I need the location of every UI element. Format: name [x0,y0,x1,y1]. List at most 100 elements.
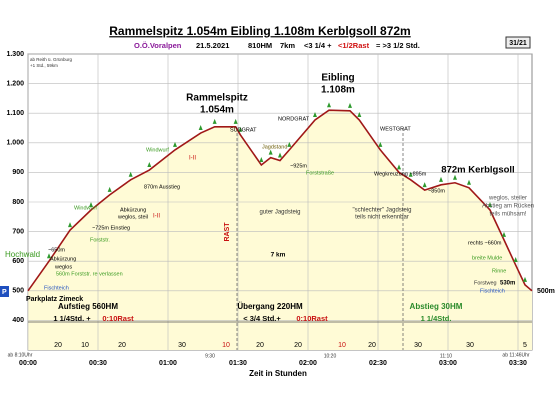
annotation: RAST [224,222,231,242]
annotation: 20 [368,342,376,349]
tree [173,141,177,147]
y-tick-label: 1.100 [6,110,24,117]
annotation: 1.054m [200,105,234,116]
y-tick-label: 900 [12,169,24,176]
tree [502,231,506,237]
y-tick-label: 1.300 [6,51,24,58]
annotation: ab 8:10Uhr [8,352,33,358]
annotation: ~925m [290,163,307,169]
annotation: WESTGRAT [380,126,411,132]
x-tick-label: 01:00 [159,360,177,367]
annotation: 10 [338,342,346,349]
annotation: Windwurf [74,205,97,211]
tree [107,186,112,192]
tree [327,102,331,108]
annotation: < 3/4 Std.+ [243,314,281,323]
annotation: ~725m Einstieg [92,225,130,231]
annotation: weglos [54,264,72,270]
annotation: Übergang 220HM [237,302,303,311]
annotation: ~650m [48,247,65,253]
chart-title: Rammelspitz 1.054m Eibling 1.108m Kerblg… [109,24,410,38]
profile-area [28,110,532,351]
annotation: ~850m [428,188,445,194]
annotation: "schlechter" Jagdsteig [353,208,412,214]
tree [453,174,457,180]
subtitle-part: <3 1/4 + [304,41,332,50]
annotation: weglos, steiler [488,196,527,202]
y-tick-label: 500 [12,288,24,295]
tree [348,102,352,108]
annotation: ab 11:46Uhr [502,352,529,358]
annotation: 20 [256,342,264,349]
x-tick-label: 00:30 [89,360,107,367]
tree [439,176,443,182]
annotation: rechts ~660m [468,240,502,246]
annotation: 30 [178,342,186,349]
annotation: Abstieg am Rücken [482,204,534,210]
annotation: teils mühsam! [489,212,526,218]
y-tick-label: 1.200 [6,80,24,87]
annotation: 7 km [271,252,286,259]
annotation: I-II [153,214,160,220]
tree [357,112,362,118]
tree [378,141,383,147]
tree [147,162,152,168]
annotation: 0:10Rast [296,314,328,323]
annotation: SÜDGRAT [230,126,257,133]
annotation: 30 [466,342,474,349]
annotation: weglos, steil [117,214,148,220]
annotation: 500m [537,288,555,295]
tree [198,125,203,131]
annotation: Hochwald [5,250,40,259]
annotation: 5 [523,342,527,349]
x-tick-label: 00:00 [19,360,37,367]
annotation: 20 [54,342,62,349]
annotation: Parkplatz Zimeck [26,296,83,303]
annotation: P [2,289,7,296]
tree [422,182,427,188]
tree [523,276,527,282]
tree [238,126,243,132]
y-tick-label: 700 [12,228,24,235]
annotation: 10 [222,342,230,349]
annotation: teils nicht erkennbar [355,215,409,221]
annotation: guter Jagdsteig [259,210,300,216]
annotation: 11:10 [440,353,452,359]
annotation: Forststr. [90,237,110,243]
annotation: 20 [294,342,302,349]
subtitle-part: = >3 1/2 Std. [376,41,420,50]
x-tick-label: 03:00 [439,360,457,367]
annotation: 870m Ausstieg [144,184,180,190]
x-tick-label: 02:30 [369,360,387,367]
subtitle-part: 7km [280,41,295,50]
y-tick-label: 600 [12,258,24,265]
annotation: ab Reith ü. Grünburg [30,57,73,62]
parking-box [0,286,9,297]
subtitle-part: 21.5.2021 [196,41,229,50]
tree [513,257,518,263]
annotation: Windwurf [146,147,169,153]
annotation: 1 1/4Std. [421,314,452,323]
annotation: 20 [118,342,126,349]
annotation: I-II [189,156,196,162]
tree [488,201,492,207]
annotation: Fischteich [44,285,69,291]
badge: 31/21 [509,40,527,47]
x-tick-label: 01:30 [229,360,247,367]
subtitle-part: O.Ö.Voralpen [134,41,182,50]
annotation: 872m Kerblgsoll [441,165,514,176]
annotation: NORDGRAT [278,116,310,122]
tree [68,222,72,228]
annotation: Aufstieg 560HM [58,302,118,311]
annotation: 10:20 [324,353,337,359]
tree [467,179,471,185]
tree [212,118,217,124]
annotation: +1 Std., 59km [30,63,58,68]
annotation: 9:30 [205,353,215,359]
tree [259,157,264,162]
tree [268,149,273,155]
annotation: Rinne [492,268,506,274]
annotation: Abkürzung [120,207,146,213]
tree [47,253,51,259]
